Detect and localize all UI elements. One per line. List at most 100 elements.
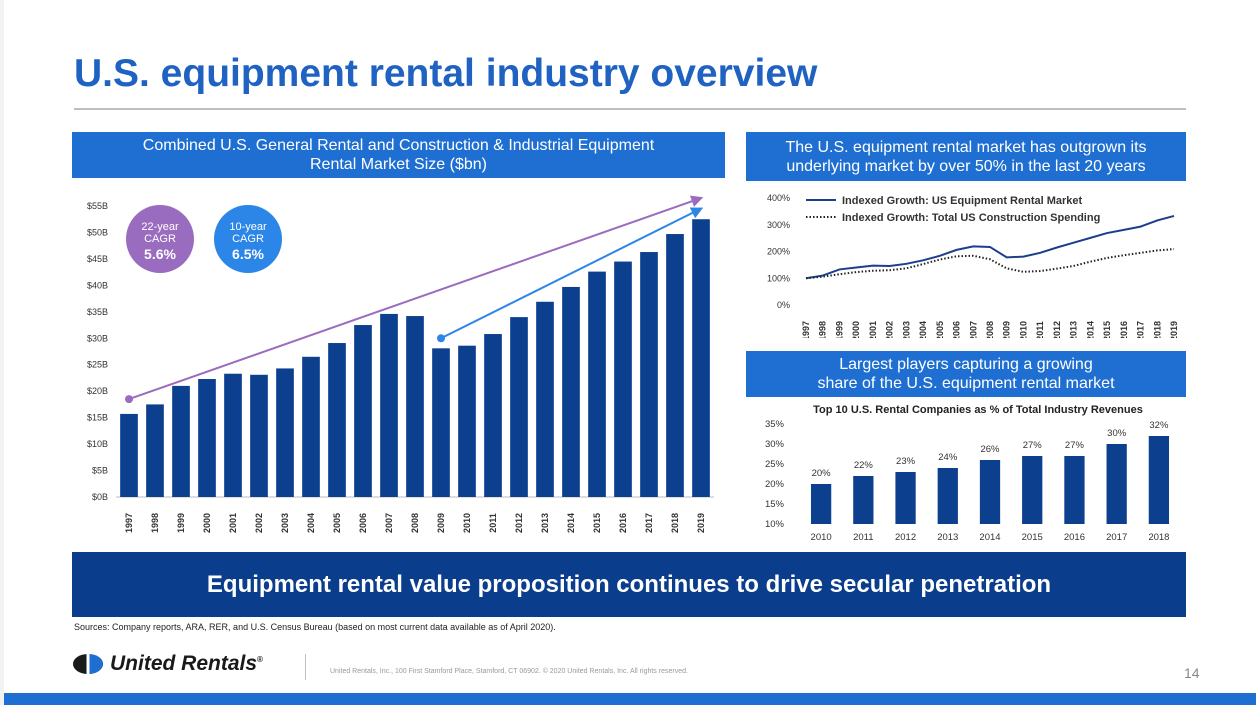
bar-2014: [979, 460, 1001, 524]
cagr-value: 5.6%: [144, 246, 176, 262]
x-tick-label: 2001: [868, 321, 878, 338]
trend-start-dot: [125, 395, 133, 404]
x-tick-label: 2003: [901, 321, 911, 338]
x-tick-label: 1999: [834, 321, 844, 338]
x-tick-label: 2009: [1002, 321, 1012, 338]
x-tick-label: 2017: [644, 513, 654, 533]
y-tick-label: 25%: [765, 459, 785, 470]
share-chart-title: Top 10 U.S. Rental Companies as % of Tot…: [813, 404, 1143, 416]
line-chart-legend: Indexed Growth: US Equipment Rental Mark…: [806, 195, 1100, 224]
trend-line-22-year: [128, 195, 704, 401]
registered-mark: ®: [257, 655, 263, 664]
growth-chart-header-line2: underlying market by over 50% in the las…: [786, 157, 1146, 175]
bar-2010: [810, 484, 832, 524]
bottom-accent-bar: [4, 693, 1256, 705]
value-proposition-banner: Equipment rental value proposition conti…: [72, 552, 1186, 617]
bar-2014: [562, 286, 580, 497]
y-tick-label: $45B: [87, 254, 108, 264]
cagr-label-line2: CAGR: [144, 233, 176, 245]
x-tick-label: 2017: [1136, 321, 1146, 338]
bar-2011: [853, 476, 874, 524]
data-label: 30%: [1107, 428, 1127, 439]
x-tick-label: 2012: [1052, 321, 1062, 338]
top10-share-chart: Top 10 U.S. Rental Companies as % of Tot…: [765, 404, 1169, 543]
x-tick-label: 2014: [979, 532, 1000, 543]
cagr-label-line1: 10-year: [229, 221, 267, 233]
data-label: 22%: [854, 460, 874, 471]
data-label: 27%: [1023, 440, 1043, 451]
y-tick-label: 300%: [767, 220, 790, 230]
x-tick-label: 2013: [1069, 321, 1079, 338]
rental-market-size-chart: $0B $5B $10B $15B $20B $25B $30B $35B $40B $45B $5…: [87, 195, 714, 533]
x-tick-label: 2013: [540, 513, 550, 533]
logo-mark-icon: [73, 654, 103, 674]
data-label: 27%: [1065, 440, 1085, 451]
legend-label: Indexed Growth: US Equipment Rental Mark…: [842, 195, 1083, 207]
x-tick-label: 2018: [1148, 532, 1169, 543]
bar-2011: [484, 334, 502, 497]
y-tick-label: 10%: [765, 519, 785, 530]
x-tick-label: 2016: [1064, 532, 1085, 543]
x-tick-label: 2012: [895, 532, 916, 543]
bar-2009: [432, 348, 450, 497]
x-tick-label: 2018: [1152, 321, 1162, 338]
x-tick-label: 2011: [1035, 321, 1045, 338]
trend-line-10-year: [440, 207, 704, 340]
growth-chart-header-line1: The U.S. equipment rental market has out…: [785, 138, 1147, 156]
bar-2017: [640, 252, 658, 497]
y-tick-label: 200%: [767, 247, 790, 257]
legend-label: Indexed Growth: Total US Construction Sp…: [842, 212, 1100, 224]
y-tick-label: $15B: [87, 413, 108, 423]
y-tick-label: $55B: [87, 201, 108, 211]
x-tick-label: 2013: [937, 532, 958, 543]
y-tick-label: $10B: [87, 439, 108, 449]
x-tick-label: 1997: [124, 513, 134, 533]
bar-2003: [276, 368, 294, 497]
y-tick-label: 400%: [767, 193, 790, 203]
x-tick-label: 2002: [885, 321, 895, 338]
bar-2006: [354, 325, 372, 497]
left-chart-header: Combined U.S. General Rental and Constru…: [72, 132, 725, 178]
y-tick-label: $50B: [87, 227, 108, 237]
x-tick-label: 2005: [935, 321, 945, 338]
bar-2005: [328, 343, 346, 497]
x-tick-label: 2008: [410, 513, 420, 533]
x-tick-label: 2010: [462, 513, 472, 533]
data-label: 32%: [1149, 420, 1169, 431]
y-tick-label: 100%: [767, 273, 790, 283]
x-tick-label: 2006: [358, 513, 368, 533]
data-label: 23%: [896, 456, 916, 467]
trend-start-dot: [437, 334, 445, 343]
bar-2004: [302, 356, 320, 497]
logo-name: United Rentals: [110, 652, 258, 675]
bar-2013: [937, 468, 958, 524]
x-tick-label: 2005: [332, 513, 342, 533]
bar-2015: [1022, 456, 1043, 524]
bar-2000: [198, 379, 216, 497]
cagr-label-line1: 22-year: [141, 221, 179, 233]
cagr-circle: [126, 205, 194, 273]
share-chart-header-line2: share of the U.S. equipment rental marke…: [817, 375, 1115, 392]
x-tick-label: 2016: [1119, 321, 1129, 338]
cagr-label-line2: CAGR: [232, 233, 264, 245]
x-tick-label: 2009: [436, 513, 446, 533]
x-tick-label: 2019: [696, 513, 706, 533]
bar-2010: [458, 345, 476, 497]
x-tick-label: 2003: [280, 513, 290, 533]
bar-1998: [146, 404, 164, 497]
bar-2008: [406, 316, 424, 497]
x-tick-label: 2017: [1106, 532, 1127, 543]
x-tick-label: 2014: [566, 513, 576, 533]
x-tick-label: 2016: [618, 513, 628, 533]
x-tick-label: 1997: [801, 321, 811, 338]
bar-2002: [250, 374, 268, 497]
x-tick-label: 1998: [818, 321, 828, 338]
y-tick-label: $25B: [87, 360, 108, 370]
page-title: U.S. equipment rental industry overview: [74, 52, 818, 95]
x-tick-label: 2006: [952, 321, 962, 338]
x-tick-label: 2015: [592, 513, 602, 533]
x-tick-label: 2001: [228, 513, 238, 533]
bar-2007: [380, 313, 398, 497]
